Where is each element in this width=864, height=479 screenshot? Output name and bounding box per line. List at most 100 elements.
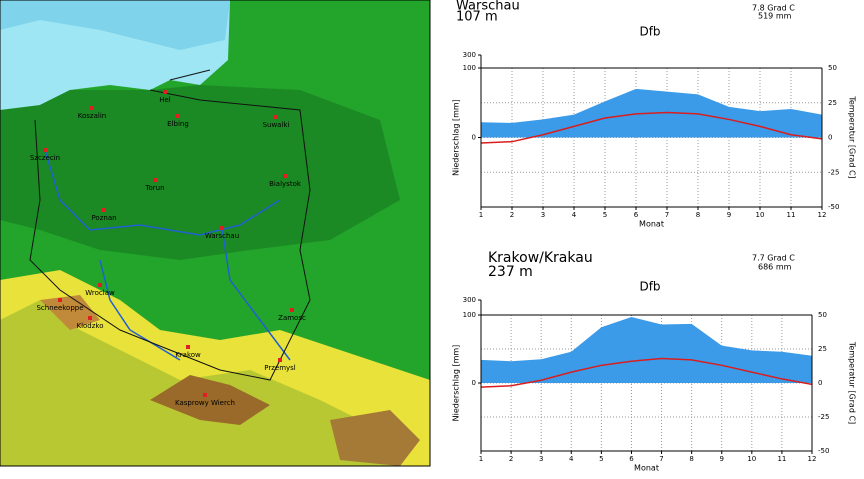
city-label: Zamosc	[278, 314, 306, 322]
city-marker	[186, 345, 190, 349]
y2-axis-label: Temperatur [Grad C]	[848, 341, 857, 424]
x-tick-label: 10	[756, 211, 765, 219]
station-name: Warschau	[456, 0, 520, 14]
x-tick-label: 12	[808, 455, 817, 463]
mountains	[330, 410, 420, 466]
y2-tick-label: 25	[828, 99, 837, 107]
x-tick-label: 2	[509, 455, 513, 463]
climate-class: Dfb	[639, 25, 660, 39]
city-label: Klodzko	[76, 322, 103, 330]
annual-precipitation: 686 mm	[758, 263, 792, 272]
city-marker	[274, 115, 278, 119]
city-label: Koszalin	[78, 112, 106, 120]
city-label: Schneekoppe	[36, 304, 83, 312]
x-tick-label: 7	[659, 455, 663, 463]
city-marker	[163, 90, 167, 94]
lowland	[0, 85, 400, 260]
city-marker	[102, 208, 106, 212]
y-tick-label: 100	[463, 311, 476, 319]
mountains	[150, 375, 270, 425]
temperature-line	[480, 111, 823, 144]
city-label: Torun	[144, 184, 164, 192]
city-marker	[98, 283, 102, 287]
city-label: Kasprowy Wierch	[175, 399, 235, 407]
city-marker	[88, 316, 92, 320]
city-label: Hel	[159, 96, 171, 104]
elevation: 107 m	[456, 10, 498, 25]
city-marker	[153, 178, 157, 182]
x-tick-label: 3	[539, 455, 543, 463]
x-tick-label: 7	[665, 211, 669, 219]
y-tick-label: 100	[463, 64, 476, 72]
city-label: Krakow	[175, 351, 201, 359]
x-tick-label: 2	[510, 211, 514, 219]
map-frame	[0, 0, 431, 467]
annual-precipitation: 519 mm	[758, 12, 792, 21]
city-marker	[43, 148, 47, 152]
y-axis-label: Niederschlag [mm]	[452, 345, 461, 422]
city-label: Wroclaw	[85, 289, 115, 297]
x-tick-label: 5	[599, 455, 603, 463]
x-axis-label: Monat	[639, 220, 664, 229]
city-marker	[90, 106, 94, 110]
x-tick-label: 1	[479, 211, 483, 219]
city-label: Szczecin	[30, 154, 60, 162]
city-marker	[290, 308, 294, 312]
x-tick-label: 10	[747, 455, 756, 463]
y2-tick-label: 0	[828, 134, 832, 142]
y2-tick-label: 25	[818, 345, 827, 353]
y-tick-label: 0	[472, 134, 476, 142]
x-tick-label: 3	[541, 211, 545, 219]
city-label: Suwalki	[263, 121, 290, 129]
city-marker	[283, 174, 287, 178]
y2-tick-label: 0	[818, 379, 822, 387]
x-tick-label: 11	[787, 211, 796, 219]
y2-tick-label: -50	[818, 447, 829, 455]
climate-class: Dfb	[639, 280, 660, 294]
y-axis-label: Niederschlag [mm]	[452, 99, 461, 176]
x-tick-label: 6	[634, 211, 639, 219]
x-tick-label: 8	[696, 211, 700, 219]
mountains	[40, 295, 100, 330]
x-tick-label: 5	[603, 211, 607, 219]
city-marker	[176, 114, 180, 118]
precipitation-area	[481, 317, 812, 383]
x-tick-label: 12	[818, 211, 827, 219]
x-axis-label: Monat	[634, 464, 659, 473]
y2-tick-label: -50	[828, 203, 839, 211]
x-tick-label: 1	[479, 455, 483, 463]
city-label: Warschau	[205, 232, 239, 240]
mean-temperature: 7.8 Grad C	[752, 4, 795, 13]
sea-deep	[0, 0, 230, 50]
city-label: Bialystok	[269, 180, 302, 188]
border	[29, 69, 311, 381]
temperature-line	[480, 357, 813, 388]
x-tick-label: 9	[719, 455, 723, 463]
city-marker	[58, 298, 62, 302]
y2-tick-label: -25	[818, 413, 829, 421]
city-marker	[203, 393, 207, 397]
map	[0, 0, 431, 467]
river	[44, 149, 291, 361]
city-marker	[220, 226, 224, 230]
mean-temperature: 7.7 Grad C	[752, 254, 795, 263]
y-tick-label: 300	[463, 296, 476, 304]
x-tick-label: 4	[572, 211, 577, 219]
elevation: 237 m	[488, 264, 533, 280]
city-label: Elbing	[167, 120, 189, 128]
x-tick-label: 4	[569, 455, 574, 463]
x-tick-label: 11	[777, 455, 786, 463]
station-name: Krakow/Krakau	[488, 250, 593, 266]
y2-axis-label: Temperatur [Grad C]	[848, 95, 857, 178]
x-tick-label: 6	[629, 455, 634, 463]
y-tick-label: 300	[463, 51, 476, 59]
city-label: Poznan	[91, 214, 116, 222]
x-tick-label: 9	[727, 211, 731, 219]
y2-tick-label: 50	[818, 311, 827, 319]
x-tick-label: 8	[689, 455, 693, 463]
city-marker	[278, 358, 282, 362]
y2-tick-label: -25	[828, 168, 839, 176]
y2-tick-label: 50	[828, 64, 837, 72]
city-label: Przemysl	[264, 364, 296, 372]
